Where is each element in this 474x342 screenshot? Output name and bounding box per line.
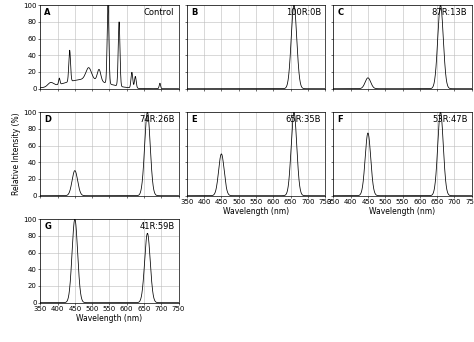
Text: 74R:26B: 74R:26B (139, 115, 174, 123)
Text: F: F (337, 115, 343, 123)
X-axis label: Wavelength (nm): Wavelength (nm) (76, 314, 143, 323)
Text: E: E (191, 115, 197, 123)
Text: 87R:13B: 87R:13B (432, 8, 467, 17)
Text: D: D (45, 115, 52, 123)
Text: C: C (337, 8, 344, 17)
Text: 65R:35B: 65R:35B (285, 115, 321, 123)
Text: 100R:0B: 100R:0B (286, 8, 321, 17)
X-axis label: Wavelength (nm): Wavelength (nm) (223, 207, 289, 215)
Text: Control: Control (144, 8, 174, 17)
Text: B: B (191, 8, 197, 17)
Text: 53R:47B: 53R:47B (432, 115, 467, 123)
Text: G: G (45, 222, 51, 231)
X-axis label: Wavelength (nm): Wavelength (nm) (369, 207, 436, 215)
Y-axis label: Relative Intensity (%): Relative Intensity (%) (11, 113, 20, 195)
Text: 41R:59B: 41R:59B (139, 222, 174, 231)
Text: A: A (45, 8, 51, 17)
